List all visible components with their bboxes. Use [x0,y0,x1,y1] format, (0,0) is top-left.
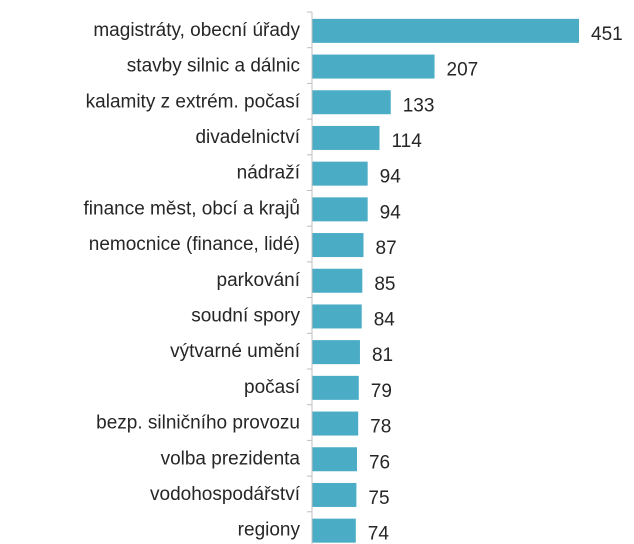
category-label: počasí [244,377,301,398]
category-label: stavby silnic a dálnic [127,56,300,77]
category-label: výtvarné umění [170,341,301,362]
category-label: nemocnice (finance, lidé) [89,234,300,255]
category-label: magistráty, obecní úřady [93,20,300,41]
value-label: 81 [372,345,393,366]
bar [312,304,362,329]
category-label: bezp. silničního provozu [96,413,300,434]
value-label: 78 [370,417,391,438]
category-label: nádraží [237,163,301,184]
category-label: parkování [217,270,301,291]
category-label: volba prezidenta [161,448,301,469]
bar [312,233,364,258]
category-label: soudní spory [191,305,300,326]
value-label: 114 [391,131,422,152]
bar [312,18,579,43]
category-label: kalamity z extrém. počasí [86,91,301,112]
bar [312,125,380,150]
category-label: vodohospodářství [150,484,301,505]
value-label: 76 [369,452,390,473]
value-label: 85 [374,274,395,295]
value-label: 74 [368,524,390,544]
bar [312,482,357,507]
category-label: regiony [238,520,301,541]
bar [312,90,391,115]
bar [312,268,363,293]
value-label: 207 [447,60,479,81]
value-label: 75 [368,488,389,509]
category-label: finance měst, obcí a krajů [84,198,301,219]
bar [312,197,368,222]
bar [312,340,360,365]
value-label: 451 [591,24,623,45]
value-label: 87 [376,238,397,259]
bar [312,447,357,472]
value-label: 79 [371,381,392,402]
bar [312,518,356,543]
value-label: 133 [403,95,435,116]
value-label: 94 [380,167,402,188]
bar [312,54,435,79]
bar [312,161,368,186]
bar [312,411,359,436]
value-label: 94 [380,202,402,223]
value-label: 84 [374,309,396,330]
category-label: divadelnictví [195,127,300,148]
bar [312,375,359,400]
